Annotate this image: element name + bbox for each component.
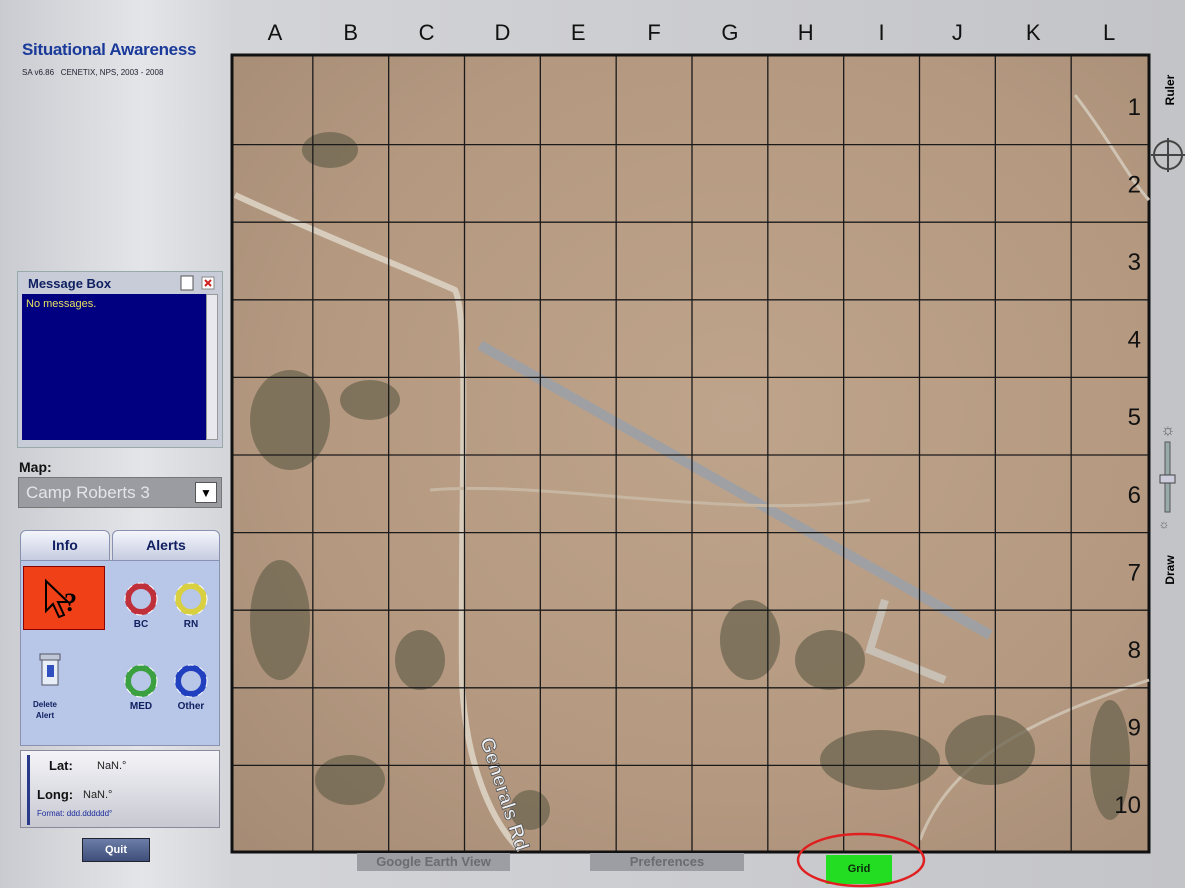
grid-overlay: A B C D E F G H I J K L 1 2 3 4 5 6 7 8 9 10	[233, 20, 1148, 851]
tab-panel: ? BC RN MED Other Delete Alert	[20, 560, 220, 746]
tab-info[interactable]: Info	[20, 530, 110, 560]
trash-mark	[47, 665, 54, 677]
grid-column-label: L	[1103, 20, 1115, 45]
message-box-icons	[180, 275, 215, 291]
brightness-high: ☼	[1161, 422, 1176, 439]
coordinate-format: Format: ddd.dddddd°	[37, 809, 113, 818]
info-icon[interactable]: ?	[23, 566, 105, 630]
alert-icon[interactable]	[121, 661, 161, 701]
alert-icon[interactable]	[121, 579, 161, 619]
grid-column-label: I	[879, 20, 885, 45]
preferences-button[interactable]: Preferences	[590, 853, 744, 871]
ruler-crosshair	[1151, 138, 1185, 172]
runway	[477, 340, 993, 640]
map-features	[233, 94, 1151, 853]
grid-row-label: 6	[1128, 482, 1141, 509]
grid-column-label: H	[798, 20, 814, 45]
scrollbar[interactable]	[206, 294, 218, 440]
side-toolbar: Ruler ☼ ☼ Draw	[1151, 74, 1185, 585]
delete-alert-icon[interactable]	[35, 651, 65, 691]
grid-column-label: B	[343, 20, 358, 45]
delete-alert-label: Delete Alert	[32, 700, 57, 720]
trail	[429, 486, 871, 508]
tab-alerts[interactable]: Alerts	[112, 530, 220, 560]
alert-label: RN	[183, 619, 199, 630]
red-ellipse	[796, 832, 926, 888]
grid-row-label: 9	[1128, 715, 1141, 742]
ruler-label[interactable]: Ruler	[1163, 74, 1177, 105]
grid-column-label: E	[571, 20, 586, 45]
google-earth-button[interactable]: Google Earth View	[357, 853, 510, 871]
alert-icon[interactable]	[171, 661, 211, 701]
dropdown-arrow[interactable]: ▼	[195, 482, 217, 503]
lat-label: Lat:	[49, 758, 73, 773]
alert-ring	[175, 583, 207, 615]
message-box: Message Box No messages.	[17, 271, 223, 448]
grid-row-label: 5	[1128, 404, 1141, 431]
grid-row-label: 8	[1128, 637, 1141, 664]
info-cursor-icon: ?	[45, 578, 77, 619]
grid-row-label: 4	[1128, 327, 1141, 354]
slider-thumb[interactable]	[1159, 474, 1176, 484]
brightness-low: ☼	[1159, 517, 1170, 531]
map-dropdown[interactable]: Camp Roberts 3 ▼	[18, 477, 222, 508]
grid-button[interactable]: Grid	[826, 855, 892, 884]
alert-icon[interactable]	[171, 579, 211, 619]
version-text: SA v6.86 CENETIX, NPS, 2003 - 2008	[22, 68, 164, 77]
alert-ring	[125, 665, 157, 697]
alert-ring	[175, 665, 207, 697]
grid-column-label: A	[268, 20, 283, 45]
alert-ring-outline	[124, 582, 158, 616]
grid-column-label: C	[419, 20, 435, 45]
new-message-icon[interactable]	[180, 275, 194, 291]
draw-label[interactable]: Draw	[1163, 555, 1177, 585]
alert-ring	[125, 583, 157, 615]
grid-column-label: D	[494, 20, 510, 45]
highlight-circle	[796, 832, 926, 888]
grid-row-label: 3	[1128, 249, 1141, 276]
message-box-title: Message Box	[28, 276, 112, 291]
map-value: Camp Roberts 3	[26, 483, 150, 502]
cursor-glyph	[45, 578, 71, 619]
alert-label: BC	[133, 619, 149, 630]
grid-row-label: 10	[1114, 792, 1141, 819]
map-label: Map:	[19, 459, 52, 475]
question-glyph: ?	[64, 588, 77, 617]
alert-ring-outline	[174, 664, 208, 698]
long-label: Long:	[37, 787, 74, 802]
grid-row-label: 1	[1128, 94, 1141, 121]
alert-ring-outline	[174, 582, 208, 616]
grid-row-label: 2	[1128, 171, 1141, 198]
grid-column-label: G	[721, 20, 738, 45]
close-x	[204, 279, 212, 287]
grid-row-label: 7	[1128, 559, 1141, 586]
alert-label: Other	[177, 701, 205, 712]
trail	[1073, 94, 1151, 202]
grid-column-label: F	[647, 20, 660, 45]
road	[233, 192, 467, 681]
trash-lid	[39, 653, 61, 661]
alert-label: MED	[129, 701, 153, 712]
grid-column-label: J	[952, 20, 963, 45]
panel-accent	[27, 755, 30, 825]
message-content: No messages.	[22, 294, 206, 440]
coordinates-panel: Lat: NaN.° Long: NaN.° Format: ddd.ddddd…	[20, 750, 220, 828]
lat-value: NaN.°	[97, 760, 127, 772]
quit-button[interactable]: Quit	[82, 838, 150, 862]
long-value: NaN.°	[83, 789, 113, 801]
vegetation	[250, 132, 1130, 830]
alert-ring-outline	[124, 664, 158, 698]
app-title: Situational Awareness	[22, 40, 197, 59]
grid-column-label: K	[1026, 20, 1041, 45]
